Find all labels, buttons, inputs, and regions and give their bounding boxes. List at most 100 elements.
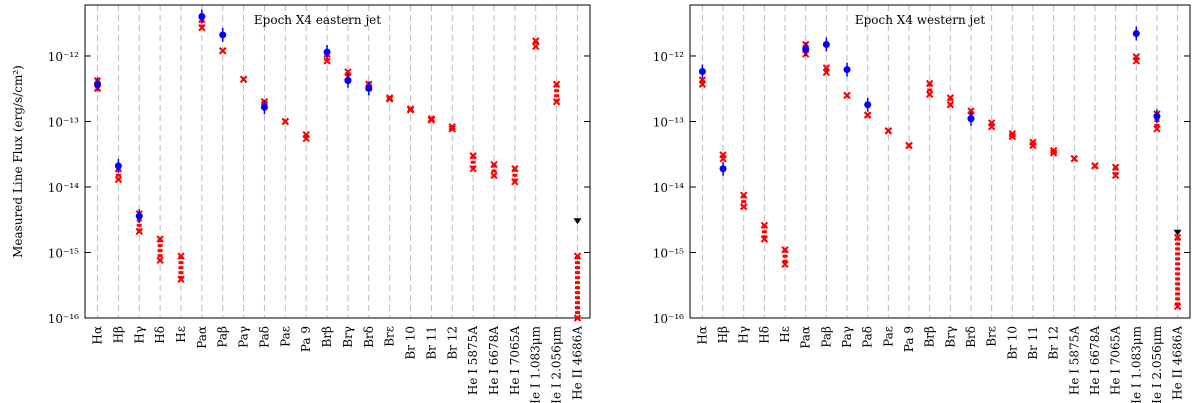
- cross-stroke: [239, 75, 248, 84]
- cross-marker: [884, 127, 893, 135]
- cross-stroke: [1049, 149, 1058, 157]
- cross-stroke: [198, 24, 206, 32]
- x-tick-label: Pa 9: [299, 326, 313, 352]
- cross-marker: [385, 95, 394, 103]
- panel-title: Epoch X4 western jet: [855, 13, 985, 27]
- cross-marker: [1070, 155, 1079, 163]
- observed-point: [843, 66, 851, 74]
- cross-marker: [156, 256, 164, 265]
- observed-point: [1132, 30, 1140, 38]
- x-tick-label: Hε: [174, 326, 188, 343]
- cross-stroke: [302, 134, 310, 143]
- cross-stroke: [1111, 171, 1120, 180]
- cross-marker: [781, 260, 789, 269]
- cross-stroke: [1091, 162, 1099, 170]
- x-tick-label: He I 2.056μm: [550, 325, 564, 403]
- x-tick-label: Brγ: [341, 326, 355, 348]
- cross-marker: [905, 141, 913, 150]
- y-tick-label: 10⁻¹²: [48, 50, 79, 64]
- x-tick-label: Hδ: [153, 326, 167, 344]
- cross-marker: [1132, 57, 1140, 65]
- cross-marker: [1173, 302, 1182, 311]
- cross-marker: [239, 75, 248, 84]
- y-tick-label: 10⁻¹³: [653, 115, 684, 129]
- y-tick-label: 10⁻¹⁵: [653, 246, 684, 260]
- cross-stroke: [1173, 233, 1182, 242]
- cross-stroke: [1049, 146, 1058, 155]
- cross-marker: [843, 91, 851, 100]
- y-tick-label: 10⁻¹⁴: [653, 181, 684, 195]
- y-tick-label: 10⁻¹⁵: [48, 246, 79, 260]
- cross-stroke: [448, 125, 456, 133]
- x-tick-label: Paβ: [216, 326, 230, 348]
- cross-stroke: [490, 171, 498, 180]
- cross-stroke: [822, 68, 831, 77]
- cross-stroke: [532, 37, 540, 45]
- x-tick-label: Hγ: [737, 326, 751, 344]
- observed-point: [698, 67, 706, 75]
- x-tick-label: Brβ: [923, 326, 937, 348]
- x-tick-label: Paδ: [861, 326, 875, 348]
- x-tick-label: Br 12: [1047, 326, 1061, 360]
- x-tick-label: Paβ: [819, 326, 833, 348]
- cross-marker: [573, 314, 582, 322]
- y-tick-label: 10⁻¹⁶: [48, 312, 79, 326]
- cross-stroke: [740, 191, 748, 199]
- observed-point: [94, 80, 102, 88]
- observed-point: [719, 165, 727, 173]
- x-tick-label: Paγ: [840, 326, 854, 348]
- cross-stroke: [905, 141, 913, 150]
- cross-stroke: [760, 235, 769, 243]
- cross-marker: [114, 175, 123, 184]
- cross-marker: [760, 221, 769, 230]
- cross-marker: [552, 80, 561, 88]
- cross-marker: [406, 106, 415, 114]
- cross-stroke: [1173, 302, 1182, 311]
- plot-frame: [84, 4, 591, 319]
- cross-stroke: [781, 260, 789, 269]
- observed-point: [135, 212, 143, 220]
- cross-marker: [781, 246, 789, 254]
- cross-stroke: [573, 252, 582, 260]
- x-tick-label: He I 1.083μm: [529, 325, 543, 403]
- cross-stroke: [448, 123, 456, 131]
- y-tick-label: 10⁻¹⁴: [48, 181, 79, 195]
- observed-point: [198, 13, 206, 21]
- plot-frame: [689, 4, 1191, 319]
- x-tick-label: Paδ: [257, 326, 271, 348]
- cross-marker: [1091, 162, 1099, 170]
- cross-marker: [219, 47, 227, 55]
- cross-marker: [135, 227, 143, 236]
- cross-stroke: [884, 127, 893, 135]
- x-tick-label: He I 7065A: [1109, 326, 1123, 395]
- x-tick-label: Paε: [881, 326, 895, 347]
- cross-stroke: [511, 178, 519, 186]
- cross-marker: [448, 125, 456, 133]
- cross-marker: [490, 171, 498, 180]
- cross-stroke: [925, 79, 934, 88]
- y-tick-label: 10⁻¹²: [653, 50, 684, 64]
- observed-point: [1153, 112, 1161, 120]
- x-tick-label: Brδ: [964, 326, 978, 348]
- x-tick-label: He I 7065A: [508, 326, 522, 395]
- cross-stroke: [427, 116, 436, 124]
- x-tick-label: Paγ: [237, 326, 251, 348]
- x-tick-label: Hβ: [111, 326, 125, 343]
- cross-stroke: [532, 42, 540, 51]
- cross-stroke: [114, 175, 123, 184]
- cross-marker: [987, 123, 996, 131]
- cross-stroke: [511, 165, 519, 173]
- cross-marker: [1111, 171, 1120, 180]
- cross-stroke: [552, 98, 561, 106]
- cross-stroke: [406, 106, 415, 114]
- observed-point: [114, 162, 122, 170]
- cross-stroke: [946, 94, 955, 102]
- cross-marker: [1008, 132, 1017, 141]
- cross-marker: [177, 252, 185, 260]
- cross-marker: [698, 80, 707, 88]
- cross-marker: [323, 57, 331, 65]
- cross-stroke: [135, 227, 143, 236]
- cross-stroke: [573, 314, 582, 322]
- observed-point: [260, 103, 268, 111]
